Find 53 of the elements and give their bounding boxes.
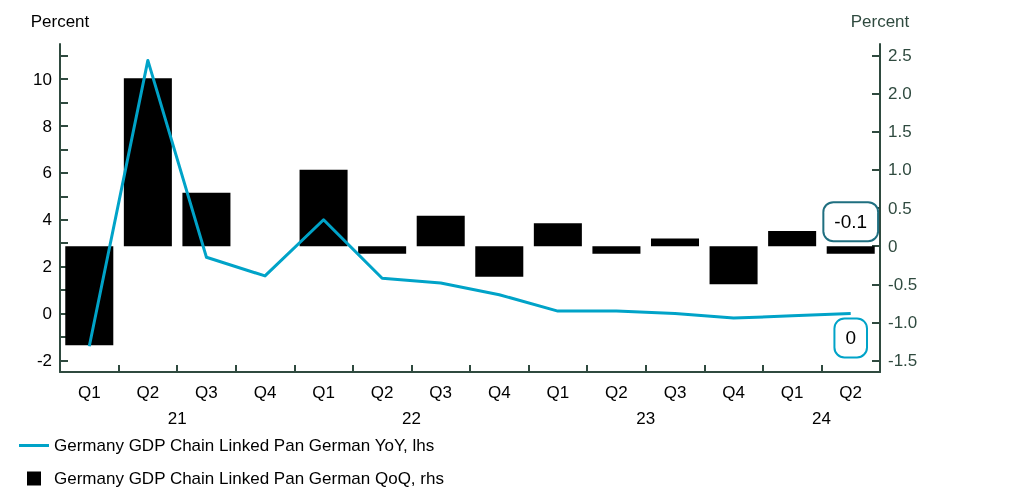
- bar: [65, 246, 114, 346]
- y-tick-label: 8: [42, 116, 52, 136]
- bar: [592, 246, 641, 254]
- x-tick-label: Q4: [253, 383, 277, 402]
- legend-label: Germany GDP Chain Linked Pan German YoY, lhs: [54, 436, 435, 455]
- x-tick-label: Q3: [663, 383, 687, 402]
- y-tick-label: 0: [42, 303, 52, 323]
- y-tick-label: 10: [33, 69, 52, 89]
- y2-axis-title: Percent: [850, 12, 910, 31]
- data-label: -0.1: [834, 211, 868, 233]
- y2-tick-label: 0.5: [888, 198, 912, 218]
- x-tick-label: Q2: [136, 383, 160, 402]
- x-tick-label: Q3: [195, 383, 218, 402]
- y-axis-title: Percent: [30, 12, 90, 31]
- text: 23: [636, 409, 656, 428]
- data-label: 0: [845, 327, 856, 349]
- x-tick-label: Q4: [487, 383, 511, 402]
- text: 22: [401, 409, 421, 428]
- y2-tick-label: -1.5: [888, 351, 918, 371]
- bar: [826, 246, 875, 254]
- x-tick-label: Q3: [429, 383, 453, 402]
- x-tick-label: Q4: [722, 383, 745, 402]
- y2-tick-label: 2.0: [888, 84, 912, 104]
- legend-label: Germany GDP Chain Linked Pan German QoQ, rhs: [54, 469, 444, 488]
- y2-tick-label: -1.0: [888, 312, 918, 332]
- x-tick-label: Q1: [312, 383, 335, 402]
- text: 24: [811, 409, 831, 428]
- y2-tick-label: 1.0: [888, 160, 912, 180]
- bar: [709, 246, 758, 285]
- y-tick-label: 2: [42, 257, 52, 277]
- x-tick-label: Q1: [77, 383, 101, 402]
- bar: [358, 246, 407, 254]
- x-tick-label: Q1: [780, 383, 804, 402]
- y-tick-label: -2: [36, 350, 52, 370]
- bar: [650, 238, 700, 247]
- y2-tick-label: 2.5: [888, 45, 912, 65]
- x-tick-label: Q2: [605, 383, 628, 402]
- x-tick-label: Q1: [546, 383, 570, 402]
- bar: [182, 192, 231, 247]
- text: 21: [167, 409, 187, 428]
- y2-tick-label: 1.5: [888, 122, 912, 142]
- y2-tick-label: 0: [888, 236, 898, 256]
- bar: [475, 246, 524, 277]
- x-tick-label: Q2: [839, 383, 863, 402]
- bar: [768, 230, 817, 247]
- bar: [533, 223, 582, 247]
- y-tick-label: 4: [42, 210, 52, 230]
- bar: [123, 78, 172, 247]
- y2-tick-label: -0.5: [888, 274, 918, 294]
- x-tick-label: Q2: [370, 383, 394, 402]
- y-tick-label: 6: [42, 163, 52, 183]
- bar: [416, 215, 465, 247]
- bar: [299, 169, 348, 247]
